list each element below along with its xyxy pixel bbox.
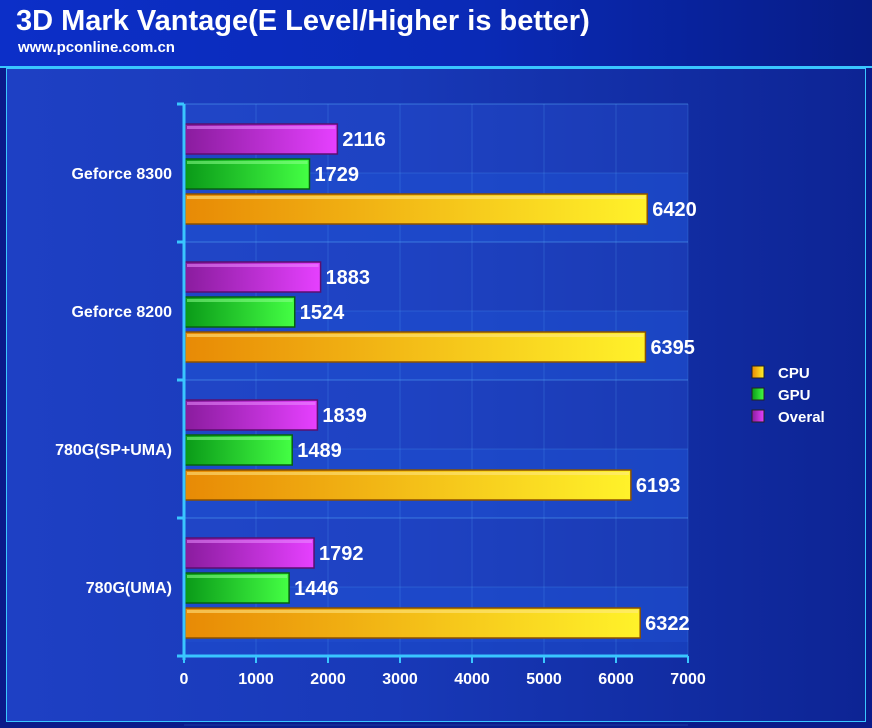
bar-highlight	[187, 437, 291, 440]
bar-highlight	[187, 472, 629, 475]
legend-label: Overal	[778, 409, 825, 426]
data-label: 1883	[326, 267, 371, 289]
legend-swatch	[751, 365, 765, 379]
data-label: 1729	[314, 164, 359, 186]
data-label: 1792	[319, 543, 364, 565]
title-bar: 3D Mark Vantage(E Level/Higher is better…	[0, 0, 872, 68]
data-label: 6420	[652, 199, 697, 221]
legend-label: GPU	[778, 387, 811, 404]
legend-swatch	[751, 387, 765, 401]
data-label: 1446	[294, 578, 339, 600]
category-label: 780G(SP+UMA)	[55, 442, 172, 459]
bar-highlight	[187, 299, 293, 302]
category-label: Geforce 8300	[71, 166, 172, 183]
bar-highlight	[187, 575, 288, 578]
x-tick-label: 2000	[310, 671, 346, 688]
x-tick-label: 1000	[238, 671, 274, 688]
x-tick-label: 0	[180, 671, 189, 688]
x-tick-label: 7000	[670, 671, 706, 688]
chart-subtitle: www.pconline.com.cn	[18, 39, 175, 56]
data-label: 6322	[645, 613, 690, 635]
bar-highlight	[187, 264, 319, 267]
x-tick-label: 6000	[598, 671, 634, 688]
data-label: 1489	[297, 440, 342, 462]
legend-label: CPU	[778, 365, 810, 382]
bar-highlight	[187, 610, 639, 613]
bar-highlight	[187, 196, 646, 199]
bar-highlight	[187, 540, 313, 543]
bar-highlight	[187, 161, 308, 164]
bar-highlight	[187, 402, 316, 405]
chart-title: 3D Mark Vantage(E Level/Higher is better…	[16, 5, 590, 37]
category-label: 780G(UMA)	[86, 580, 172, 597]
x-tick-label: 5000	[526, 671, 562, 688]
data-label: 6395	[650, 337, 695, 359]
data-label: 6193	[636, 475, 681, 497]
bar-highlight	[187, 334, 644, 337]
category-label: Geforce 8200	[71, 304, 172, 321]
x-tick-label: 4000	[454, 671, 490, 688]
data-label: 1524	[300, 302, 345, 324]
legend-swatch	[751, 409, 765, 423]
bar-highlight	[187, 126, 336, 129]
data-label: 1839	[322, 405, 367, 427]
x-tick-label: 3000	[382, 671, 418, 688]
data-label: 2116	[342, 129, 385, 151]
